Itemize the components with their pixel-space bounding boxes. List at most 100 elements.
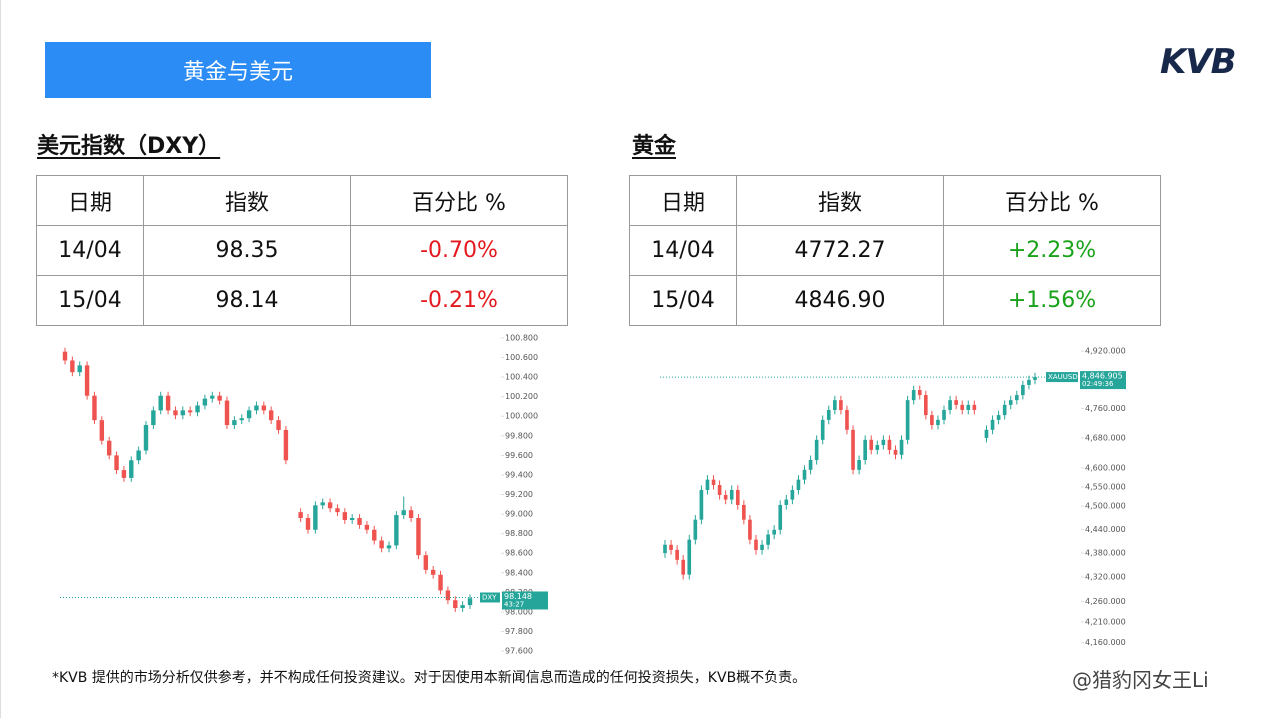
candle-body — [467, 598, 473, 606]
candle-body — [948, 400, 952, 410]
candle-body — [180, 410, 186, 416]
y-tick-label: 4,160.000 — [1085, 638, 1126, 647]
candle-body — [92, 395, 97, 421]
candle-body — [960, 404, 965, 410]
candle-body — [136, 450, 141, 461]
candle-body — [675, 549, 679, 560]
candle-body — [416, 518, 421, 556]
candle-body — [936, 419, 940, 426]
candle-body — [372, 529, 377, 541]
dxy-table: 日期 指数 百分比 % 14/04 98.35 -0.70% 15/04 98.14 -0.21… — [36, 175, 568, 326]
candle-body — [748, 519, 752, 540]
candle-body — [114, 455, 119, 471]
candle-body — [327, 502, 333, 509]
price-label: 4,846.905 — [1082, 372, 1123, 381]
candle-body — [845, 409, 849, 430]
candle-body — [705, 479, 710, 490]
candle-body — [990, 419, 995, 430]
y-tick-label: 99.000 — [505, 510, 533, 519]
candle-body — [1002, 404, 1007, 416]
candle-body — [681, 559, 686, 575]
y-tick-label: 4,210.000 — [1085, 617, 1126, 626]
candle-body — [857, 460, 861, 470]
table-cell: 百分比 % — [943, 175, 1161, 226]
candle-body — [687, 539, 692, 575]
candle-body — [972, 404, 977, 410]
candle-body — [717, 485, 722, 495]
candle-body — [917, 389, 922, 396]
candle-body — [869, 439, 874, 450]
candle-body — [106, 440, 112, 456]
candle-body — [335, 508, 340, 513]
symbol-tag — [480, 592, 500, 603]
price-tag — [502, 591, 548, 610]
candle-body — [202, 398, 208, 406]
table-row: 日期 指数 百分比 % — [629, 175, 1161, 226]
candle-body — [261, 405, 267, 411]
table-cell: 百分比 % — [350, 175, 568, 226]
table-cell: -0.21% — [350, 275, 568, 326]
candle-body — [996, 415, 1001, 420]
y-tick-label: 98.800 — [505, 529, 533, 538]
candle-body — [129, 460, 134, 478]
candle-body — [460, 605, 465, 609]
y-tick-label: 4,600.000 — [1085, 463, 1126, 472]
candle-body — [379, 540, 384, 549]
symbol-tag — [1046, 372, 1078, 383]
symbol-label: XAUUSD — [1048, 373, 1078, 381]
table-cell: 4772.27 — [736, 225, 944, 276]
candle-body — [893, 449, 898, 455]
y-tick-label: 98.000 — [505, 607, 533, 616]
candle-body — [408, 510, 414, 519]
y-tick-label: 4,380.000 — [1085, 549, 1126, 558]
candle-body — [84, 365, 90, 396]
candle-body — [268, 410, 274, 421]
candle-body — [438, 574, 443, 591]
candle-body — [151, 410, 156, 426]
table-cell: 15/04 — [36, 275, 144, 326]
y-tick-label: 98.600 — [505, 549, 533, 558]
y-tick-label: 100.800 — [505, 333, 538, 342]
gold-table: 日期 指数 百分比 % 14/04 4772.27 +2.23% 15/04 4846.90 +… — [629, 175, 1161, 326]
candle-body — [802, 469, 807, 480]
candle-body — [305, 518, 311, 530]
table-cell: -0.70% — [350, 225, 568, 276]
candle-body — [283, 429, 289, 461]
disclaimer: *KVB 提供的市场分析仅供参考，并不构成任何投资建议。对于因使用本新闻信息而造… — [52, 670, 807, 686]
candle-body — [320, 502, 325, 506]
countdown-label: 02:49:36 — [1082, 380, 1114, 388]
candle-body — [1021, 384, 1025, 396]
candle-body — [423, 555, 429, 570]
table-cell: +2.23% — [943, 225, 1161, 276]
candle-body — [77, 365, 82, 373]
y-tick-label: 99.600 — [505, 451, 533, 460]
candle-body — [760, 544, 764, 550]
y-tick-label: 4,680.000 — [1085, 433, 1126, 442]
candle-body — [342, 512, 348, 520]
candle-body — [930, 415, 934, 426]
candle-body — [195, 405, 200, 413]
y-tick-label: 4,260.000 — [1085, 597, 1126, 606]
candle-body — [796, 479, 801, 490]
symbol-label: DXY — [482, 593, 497, 601]
candle-body — [711, 479, 716, 486]
candle-body — [772, 529, 776, 535]
edge-line — [0, 0, 1, 718]
candle-body — [445, 590, 451, 601]
candle-body — [742, 504, 746, 520]
candle-body — [723, 494, 728, 500]
y-tick-label: 100.600 — [505, 353, 538, 362]
candle-body — [1014, 395, 1019, 401]
table-title: 黄金 — [632, 134, 677, 159]
table-row: 15/04 98.14 -0.21% — [36, 275, 568, 326]
table-cell: 98.35 — [143, 225, 351, 276]
candle-body — [924, 395, 928, 416]
candle-body — [143, 425, 149, 451]
candle-body — [173, 410, 178, 416]
candle-body — [693, 519, 698, 540]
candle-body — [121, 470, 127, 478]
table-cell: +1.56% — [943, 275, 1161, 326]
candle-body — [453, 600, 458, 609]
y-tick-label: 97.600 — [505, 647, 533, 656]
